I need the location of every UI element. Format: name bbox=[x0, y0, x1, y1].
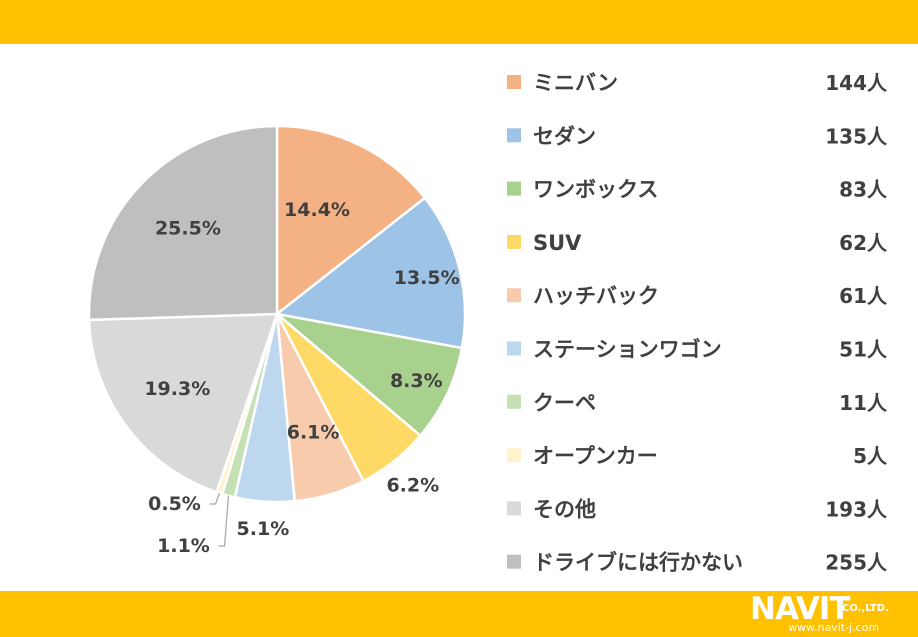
pie-slice-1 bbox=[275, 124, 427, 317]
legend-swatch-8 bbox=[507, 448, 521, 463]
legend-count-6: 51人 bbox=[839, 338, 888, 362]
legend-label-4: SUV bbox=[533, 231, 582, 255]
legend-label-1: ミニバン bbox=[533, 71, 618, 95]
legend-count-1: 144人 bbox=[825, 71, 888, 95]
legend-label-5: ハッチバック bbox=[533, 284, 659, 308]
company-logo: NAVIT CO.,LTD. www.navit-j.com bbox=[750, 592, 910, 636]
slice-percent-label-4: 6.2% bbox=[386, 475, 439, 497]
pie-slice-10 bbox=[87, 124, 279, 322]
pie-slice-2 bbox=[274, 196, 467, 350]
slice-percent-label-10: 25.5% bbox=[155, 218, 221, 240]
leader-line-7 bbox=[218, 495, 230, 547]
logo-company-suffix: CO.,LTD. bbox=[842, 603, 889, 614]
legend-label-10: ドライブには行かない bbox=[533, 551, 743, 575]
legend-swatch-4 bbox=[507, 234, 521, 249]
slice-percent-label-3: 8.3% bbox=[390, 370, 443, 392]
legend-label-7: クーペ bbox=[533, 391, 596, 415]
legend-count-10: 255人 bbox=[825, 551, 888, 575]
legend-count-5: 61人 bbox=[839, 284, 888, 308]
legend-label-8: オープンカー bbox=[533, 444, 658, 468]
pie-slice-9 bbox=[87, 312, 279, 494]
slice-percent-label-2: 13.5% bbox=[394, 267, 460, 289]
legend-label-9: その他 bbox=[533, 497, 596, 521]
bottom-accent-bar bbox=[0, 591, 918, 637]
legend-count-8: 5人 bbox=[853, 444, 888, 468]
legend-count-9: 193人 bbox=[825, 497, 888, 521]
legend-label-6: ステーションワゴン bbox=[533, 338, 722, 362]
legend-label-3: ワンボックス bbox=[533, 178, 658, 202]
top-accent-bar bbox=[0, 0, 918, 44]
legend-count-7: 11人 bbox=[839, 391, 888, 415]
logo-brand: NAVIT bbox=[750, 591, 851, 627]
legend-swatch-3 bbox=[507, 181, 521, 196]
legend-swatch-5 bbox=[507, 288, 521, 303]
legend-swatch-2 bbox=[507, 128, 521, 143]
slice-percent-label-1: 14.4% bbox=[284, 199, 350, 221]
legend-swatch-6 bbox=[507, 341, 521, 356]
slice-percent-label-7: 1.1% bbox=[157, 535, 210, 557]
slice-percent-label-8: 0.5% bbox=[148, 493, 201, 515]
legend-swatch-1 bbox=[507, 75, 521, 89]
slice-percent-label-5: 6.1% bbox=[287, 422, 340, 444]
legend-swatch-7 bbox=[507, 394, 521, 409]
legend-count-4: 62人 bbox=[839, 231, 888, 255]
legend-count-2: 135人 bbox=[825, 124, 888, 148]
legend-label-2: セダン bbox=[533, 124, 596, 148]
legend-count-3: 83人 bbox=[839, 178, 888, 202]
legend-swatch-10 bbox=[507, 554, 521, 569]
slice-percent-label-9: 19.3% bbox=[144, 378, 210, 400]
logo-url: www.navit-j.com bbox=[788, 621, 880, 634]
pie-slice-3 bbox=[272, 311, 464, 438]
legend-swatch-9 bbox=[507, 501, 521, 516]
leader-line-8 bbox=[209, 492, 221, 505]
slice-percent-label-6: 5.1% bbox=[237, 518, 290, 540]
